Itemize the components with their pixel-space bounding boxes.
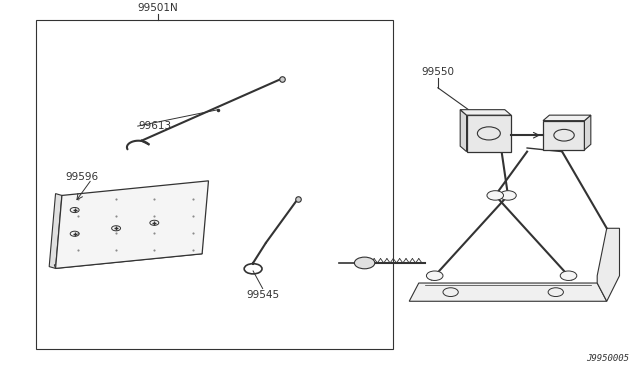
Polygon shape: [460, 110, 511, 115]
Bar: [36, 20, 394, 349]
Polygon shape: [597, 228, 620, 301]
Polygon shape: [584, 115, 591, 150]
Text: 99613: 99613: [138, 121, 172, 131]
Polygon shape: [56, 181, 209, 269]
Polygon shape: [543, 121, 584, 150]
Polygon shape: [460, 110, 467, 152]
Text: 99550: 99550: [421, 67, 454, 77]
Polygon shape: [467, 115, 511, 152]
Polygon shape: [49, 193, 62, 269]
Text: 99501N: 99501N: [137, 3, 178, 13]
Polygon shape: [409, 283, 607, 301]
Text: 99545: 99545: [246, 290, 279, 300]
Circle shape: [500, 191, 516, 200]
Circle shape: [355, 257, 375, 269]
Circle shape: [560, 271, 577, 280]
Text: J9950005: J9950005: [586, 354, 629, 363]
Circle shape: [487, 191, 504, 200]
Polygon shape: [543, 115, 591, 121]
Text: 99596: 99596: [65, 172, 98, 182]
Circle shape: [426, 271, 443, 280]
Polygon shape: [54, 250, 202, 269]
